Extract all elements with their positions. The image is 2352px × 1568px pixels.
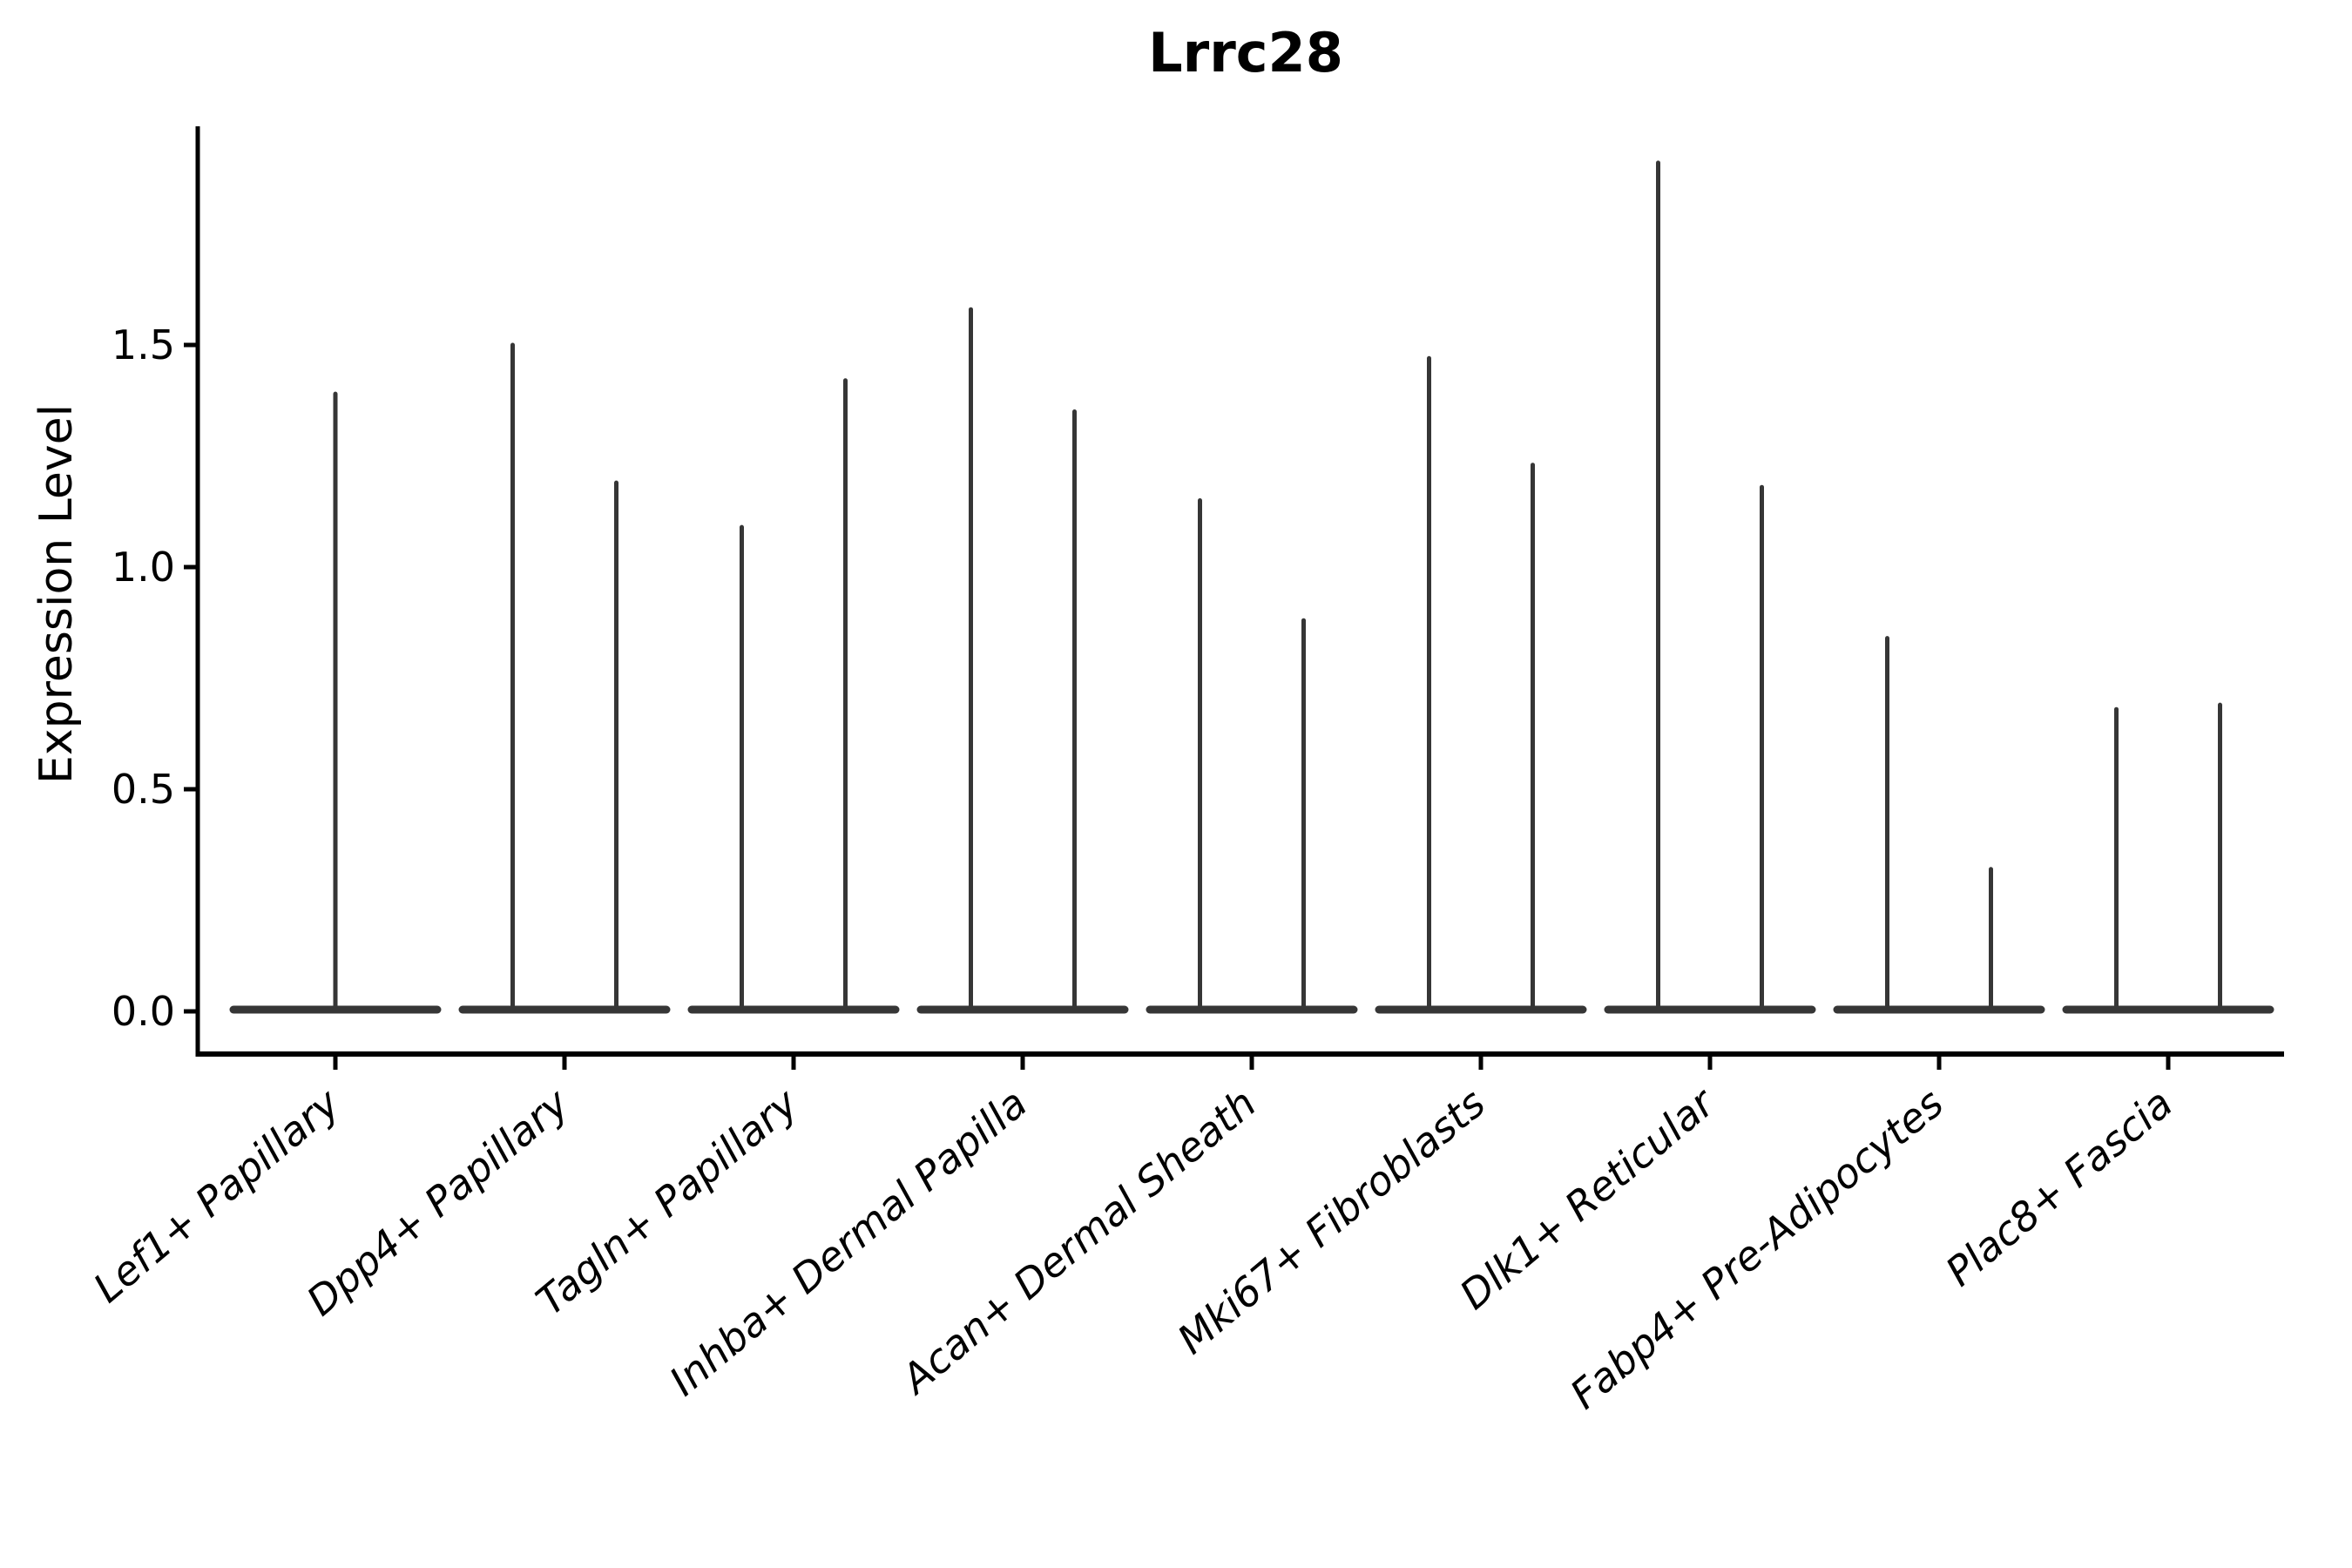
x-tick-label: Plac8+ Fascia <box>1936 1079 2181 1295</box>
x-tick-label: Lef1+ Papillary <box>84 1079 349 1312</box>
x-tick-label: Inhba+ Dermal Papilla <box>660 1079 1036 1405</box>
chart-title: Lrrc28 <box>1148 21 1343 84</box>
y-tick-label: 1.5 <box>112 321 175 368</box>
y-tick-label: 0.0 <box>112 988 175 1035</box>
y-axis-label: Expression Level <box>30 404 83 784</box>
y-tick-label: 1.0 <box>112 544 175 591</box>
violins-layer <box>229 160 2274 1014</box>
x-tick-label: Fabp4+ Pre-Adipocytes <box>1561 1079 1952 1418</box>
axes-layer <box>184 126 2284 1070</box>
y-tick-label: 0.5 <box>112 766 175 813</box>
